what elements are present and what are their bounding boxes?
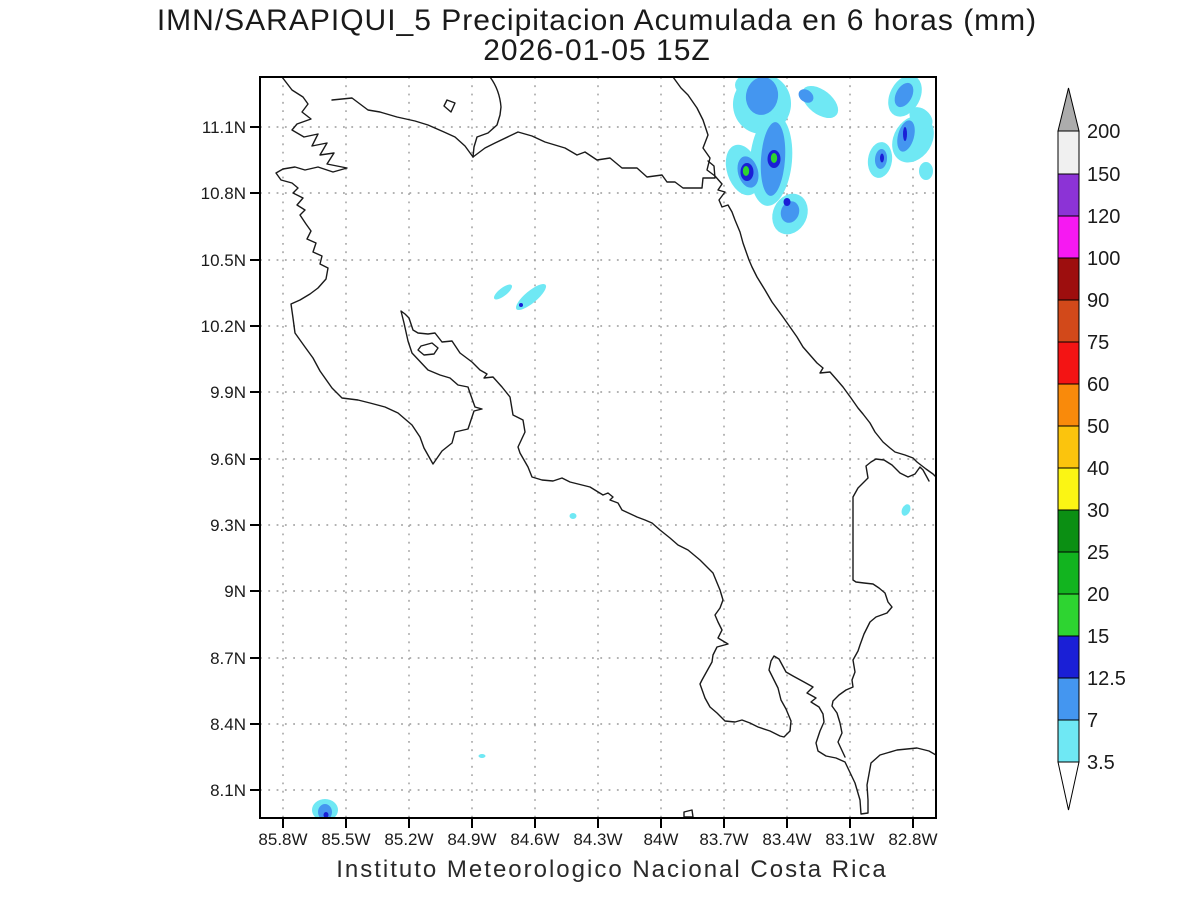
lon-tick-label: 83.4W xyxy=(762,830,811,849)
precipitation-shading xyxy=(312,77,934,818)
lake-nicaragua-east-shore xyxy=(472,77,502,158)
lat-axis-labels: 11.1N 10.8N 10.5N 10.2N 9.9N 9.6N 9.3N 9… xyxy=(201,118,246,800)
colorbar-label: 100 xyxy=(1087,248,1120,270)
map-title: IMN/SARAPIQUI_5 Precipitacion Acumulada … xyxy=(157,4,1037,37)
map-subtitle-datetime: 2026-01-05 15Z xyxy=(483,34,711,67)
lat-tick-label: 9N xyxy=(224,582,246,601)
map-frame xyxy=(259,76,937,819)
lon-tick-label: 85.5W xyxy=(321,830,370,849)
lat-tick-label: 10.8N xyxy=(201,184,246,203)
institution-caption: Instituto Meteorologico Nacional Costa R… xyxy=(336,856,888,883)
lat-tick-label: 8.4N xyxy=(210,715,246,734)
colorbar-label: 15 xyxy=(1087,626,1109,648)
lake-island xyxy=(443,99,456,113)
colorbar-label: 120 xyxy=(1087,206,1120,228)
coastlines-borders xyxy=(275,77,936,818)
lat-tick-label: 10.5N xyxy=(201,251,246,270)
lon-tick-label: 85.8W xyxy=(258,830,307,849)
colorbar-label: 20 xyxy=(1087,584,1109,606)
lon-tick-label: 82.8W xyxy=(888,830,937,849)
lat-tick-label: 9.6N xyxy=(210,450,246,469)
colorbar-label: 12.5 xyxy=(1087,668,1126,690)
lat-tick-label: 8.7N xyxy=(210,649,246,668)
lon-tick-label: 85.2W xyxy=(384,830,433,849)
colorbar-label: 3.5 xyxy=(1087,752,1115,774)
grid-lines xyxy=(260,77,936,818)
lon-axis-labels: 85.8W 85.5W 85.2W 84.9W 84.6W 84.3W 84W … xyxy=(258,830,937,849)
colorbar-arrow-bottom xyxy=(1057,761,1080,811)
colorbar-labels: 200 150 120 100 90 75 60 50 40 30 25 20 … xyxy=(1087,121,1126,774)
lon-tick-label: 83.7W xyxy=(699,830,748,849)
colorbar-label: 30 xyxy=(1087,500,1109,522)
colorbar-label: 60 xyxy=(1087,374,1109,396)
panama-border xyxy=(831,458,930,758)
caribbean-coast xyxy=(672,77,936,478)
lat-tick-label: 11.1N xyxy=(202,118,246,137)
precip-level-3p5-areas xyxy=(312,77,934,818)
isla-chira xyxy=(417,342,439,356)
colorbar-label: 50 xyxy=(1087,416,1109,438)
costa-rica-outline xyxy=(275,77,936,815)
small-island-south xyxy=(683,809,694,818)
lon-tick-label: 84.3W xyxy=(573,830,622,849)
colorbar-label: 25 xyxy=(1087,542,1109,564)
precip-level-12p5-areas xyxy=(323,127,907,818)
colorbar-arrow-top xyxy=(1057,87,1080,132)
colorbar-label: 150 xyxy=(1087,164,1120,186)
nicaragua-border xyxy=(472,131,716,189)
colorbar-label: 40 xyxy=(1087,458,1109,480)
lon-tick-label: 83.1W xyxy=(825,830,874,849)
colorbar-label: 200 xyxy=(1087,121,1120,143)
lat-tick-label: 8.1N xyxy=(210,781,246,800)
lat-tick-label: 10.2N xyxy=(201,317,246,336)
colorbar-label: 7 xyxy=(1087,710,1098,732)
lon-tick-label: 84W xyxy=(644,830,679,849)
precip-level-15-areas xyxy=(742,153,778,176)
colorbar: 200 150 120 100 90 75 60 50 40 30 25 20 … xyxy=(1057,87,1126,811)
colorbar-label: 75 xyxy=(1087,332,1109,354)
precip-level-7-areas xyxy=(318,77,915,818)
lon-tick-label: 84.6W xyxy=(510,830,559,849)
lake-nicaragua-southwest-shore xyxy=(331,97,474,158)
lat-tick-label: 9.9N xyxy=(210,383,246,402)
axis-ticks xyxy=(250,126,914,828)
lon-tick-label: 84.9W xyxy=(447,830,496,849)
colorbar-label: 90 xyxy=(1087,290,1109,312)
lat-tick-label: 9.3N xyxy=(210,516,246,535)
